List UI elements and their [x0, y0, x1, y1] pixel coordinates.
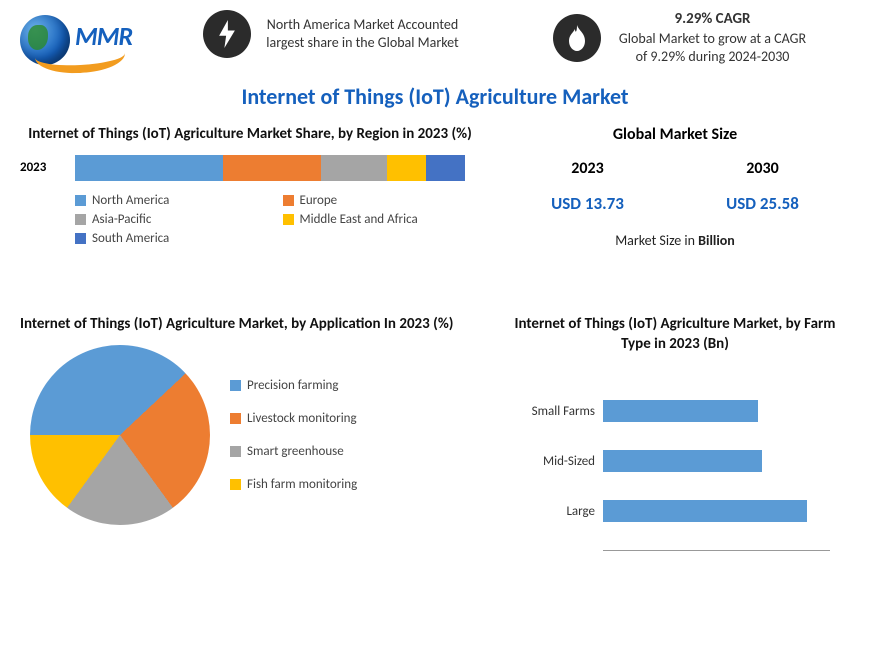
legend-swatch: [230, 446, 241, 457]
stacked-seg: [387, 155, 426, 181]
stacked-bar-row: 2023: [20, 155, 480, 181]
application-chart-title: Internet of Things (IoT) Agriculture Mar…: [20, 315, 480, 335]
stacked-seg: [223, 155, 321, 181]
hbar-track: [603, 400, 830, 422]
region-chart-panel: Internet of Things (IoT) Agriculture Mar…: [10, 120, 490, 310]
region-legend: North America Europe Asia-Pacific Middle Ea…: [20, 193, 480, 246]
hbar-track: [603, 500, 830, 522]
legend-label: Middle East and Africa: [300, 212, 418, 227]
market-size-years: 2023 2030: [500, 159, 850, 178]
legend-swatch: [230, 479, 241, 490]
cagr-title: 9.29% CAGR: [613, 10, 813, 30]
header: MMR North America Market Accounted large…: [0, 0, 870, 75]
pie-wrap: Precision farming Livestock monitoring Sma…: [20, 345, 480, 525]
info-region-text: North America Market Accounted largest s…: [263, 16, 463, 52]
stacked-seg: [426, 155, 465, 181]
pie-chart: [30, 345, 210, 525]
hbar-fill: [603, 500, 807, 522]
stacked-year-label: 2023: [20, 160, 65, 175]
ms-val2: USD 25.58: [726, 193, 799, 214]
legend-label: South America: [92, 231, 169, 246]
ms-val1: USD 13.73: [551, 193, 624, 214]
legend-item: North America: [75, 193, 273, 208]
main-title: Internet of Things (IoT) Agriculture Mar…: [0, 83, 870, 110]
hbar-label: Mid-Sized: [510, 454, 595, 469]
logo-text: MMR: [75, 20, 132, 52]
legend-label: Fish farm monitoring: [247, 477, 357, 492]
legend-label: Precision farming: [247, 378, 339, 393]
legend-item: South America: [75, 231, 273, 246]
hbar-label: Large: [510, 504, 595, 519]
ms-foot-prefix: Market Size in: [615, 232, 698, 249]
hbar-axis: [603, 550, 830, 551]
hbar-fill: [603, 450, 762, 472]
cagr-desc: Global Market to grow at a CAGR of 9.29%…: [619, 30, 806, 65]
mmr-logo: MMR: [20, 10, 150, 70]
pie-legend: Precision farming Livestock monitoring Sma…: [230, 378, 357, 492]
market-size-title: Global Market Size: [500, 125, 850, 144]
legend-item: Livestock monitoring: [230, 411, 357, 426]
market-size-values: USD 13.73 USD 25.58: [500, 193, 850, 214]
legend-swatch: [230, 413, 241, 424]
legend-swatch: [283, 195, 294, 206]
bolt-icon: [203, 10, 251, 58]
info-block-cagr: 9.29% CAGR Global Market to grow at a CA…: [515, 10, 850, 66]
hbar-fill: [603, 400, 758, 422]
hbar-row: Small Farms: [510, 400, 830, 422]
market-size-panel: Global Market Size 2023 2030 USD 13.73 U…: [490, 120, 860, 310]
hbar-row: Mid-Sized: [510, 450, 830, 472]
legend-swatch: [283, 214, 294, 225]
legend-item: Europe: [283, 193, 481, 208]
legend-item: Precision farming: [230, 378, 357, 393]
flame-icon: [553, 14, 601, 62]
legend-swatch: [75, 214, 86, 225]
hbar-area: Small Farms Mid-Sized Large: [500, 362, 850, 551]
hbar-row: Large: [510, 500, 830, 522]
ms-year2: 2030: [746, 159, 778, 178]
application-chart-panel: Internet of Things (IoT) Agriculture Mar…: [10, 310, 490, 590]
farm-chart-title: Internet of Things (IoT) Agriculture Mar…: [500, 315, 850, 354]
region-chart-title: Internet of Things (IoT) Agriculture Mar…: [20, 125, 480, 145]
hbar-track: [603, 450, 830, 472]
market-size-footer: Market Size in Billion: [500, 232, 850, 249]
legend-label: Europe: [300, 193, 338, 208]
farm-chart-panel: Internet of Things (IoT) Agriculture Mar…: [490, 310, 860, 590]
info-block-region: North America Market Accounted largest s…: [165, 10, 500, 58]
legend-swatch: [75, 195, 86, 206]
ms-year1: 2023: [571, 159, 603, 178]
legend-label: Livestock monitoring: [247, 411, 357, 426]
hbar-label: Small Farms: [510, 404, 595, 419]
content-grid: Internet of Things (IoT) Agriculture Mar…: [0, 120, 870, 590]
stacked-bar: [75, 155, 465, 181]
legend-item: Smart greenhouse: [230, 444, 357, 459]
ms-foot-bold: Billion: [698, 232, 735, 249]
stacked-seg: [75, 155, 223, 181]
stacked-seg: [321, 155, 387, 181]
legend-label: North America: [92, 193, 169, 208]
legend-item: Middle East and Africa: [283, 212, 481, 227]
info-cagr-text: 9.29% CAGR Global Market to grow at a CA…: [613, 10, 813, 66]
legend-swatch: [75, 233, 86, 244]
legend-label: Asia-Pacific: [92, 212, 151, 227]
legend-swatch: [230, 380, 241, 391]
legend-item: Asia-Pacific: [75, 212, 273, 227]
legend-item: Fish farm monitoring: [230, 477, 357, 492]
legend-label: Smart greenhouse: [247, 444, 344, 459]
